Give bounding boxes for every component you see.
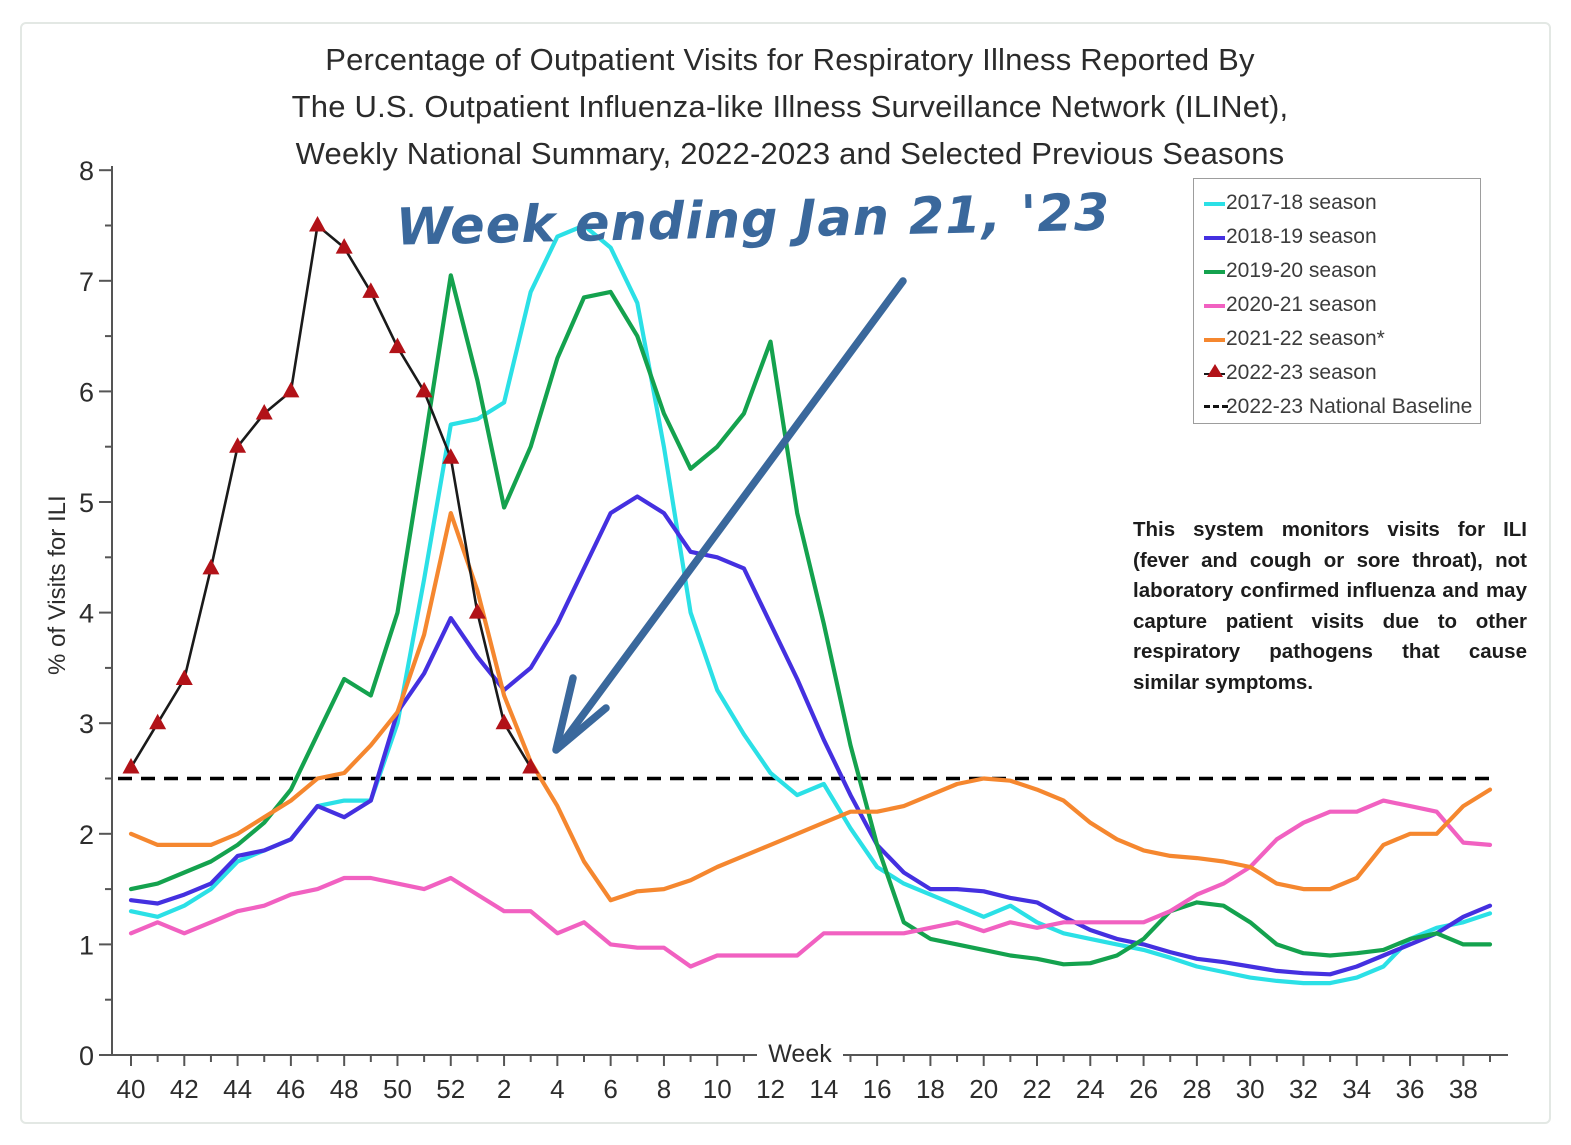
triangle-marker (388, 337, 406, 354)
y-tick-label: 2 (79, 820, 94, 850)
legend-item-2022-23-season: 2022-23 season (1204, 356, 1480, 390)
legend-swatch (1204, 332, 1226, 346)
x-tick-label: 44 (223, 1074, 252, 1104)
triangle-marker (495, 713, 513, 730)
legend-swatch (1204, 400, 1228, 414)
legend-label: 2022-23 National Baseline (1226, 395, 1473, 418)
chart-title-line2: The U.S. Outpatient Influenza-like Illne… (291, 89, 1289, 124)
x-tick-label: 30 (1236, 1074, 1265, 1104)
chart-legend: 2017-18 season 2018-19 season 2019-20 seas… (1193, 178, 1481, 424)
legend-label: 2017-18 season (1226, 191, 1377, 214)
legend-label: 2018-19 season (1226, 225, 1377, 248)
legend-item-2018-19-season: 2018-19 season (1204, 220, 1480, 254)
y-tick-label: 3 (79, 709, 94, 739)
x-tick-label: 42 (170, 1074, 199, 1104)
x-tick-label: 26 (1129, 1074, 1158, 1104)
x-axis-title: Week (757, 1040, 843, 1069)
y-tick-label: 4 (79, 599, 94, 629)
y-axis-title: % of Visits for ILI (44, 495, 71, 675)
legend-swatch (1204, 364, 1226, 380)
legend-item-2021-22-season-: 2021-22 season* (1204, 322, 1480, 356)
triangle-marker (415, 381, 433, 398)
x-tick-label: 20 (969, 1074, 998, 1104)
x-tick-label: 8 (657, 1074, 671, 1104)
chart-title: Percentage of Outpatient Visits for Resp… (145, 36, 1435, 177)
note-text: This system monitors visits for ILI (fev… (1133, 518, 1527, 694)
triangle-marker-icon (1207, 364, 1223, 377)
x-tick-label: 16 (863, 1074, 892, 1104)
legend-label: 2022-23 season (1226, 361, 1377, 384)
legend-swatch (1204, 264, 1226, 278)
x-tick-label: 40 (117, 1074, 146, 1104)
x-tick-label: 18 (916, 1074, 945, 1104)
x-tick-label: 38 (1449, 1074, 1478, 1104)
x-tick-label: 46 (276, 1074, 305, 1104)
legend-swatch (1204, 298, 1226, 312)
triangle-marker (362, 282, 380, 298)
y-tick-label: 6 (79, 377, 94, 407)
x-tick-label: 14 (809, 1074, 838, 1104)
legend-item-2019-20-season: 2019-20 season (1204, 254, 1480, 288)
legend-label: 2021-22 season* (1226, 327, 1385, 350)
y-tick-label: 8 (79, 156, 94, 186)
chart-title-line3: Weekly National Summary, 2022-2023 and S… (295, 136, 1285, 171)
triangle-marker (522, 757, 540, 774)
x-tick-label: 12 (756, 1074, 785, 1104)
x-tick-label: 10 (703, 1074, 732, 1104)
series-line-2020-21-season (128, 798, 1493, 969)
legend-label: 2020-21 season (1226, 293, 1377, 316)
triangle-marker (149, 713, 167, 730)
y-tick-label: 1 (79, 930, 94, 960)
triangle-marker (122, 757, 140, 774)
x-tick-label: 22 (1023, 1074, 1052, 1104)
series-line-2017-18-season (128, 223, 1493, 986)
triangle-marker (255, 404, 273, 420)
legend-swatch (1204, 196, 1226, 210)
y-tick-label: 5 (79, 488, 94, 518)
x-tick-label: 50 (383, 1074, 412, 1104)
chart-title-line1: Percentage of Outpatient Visits for Resp… (325, 42, 1255, 77)
triangle-marker (202, 558, 220, 575)
y-tick-label: 0 (79, 1041, 94, 1071)
x-tick-label: 28 (1182, 1074, 1211, 1104)
x-tick-label: 48 (330, 1074, 359, 1104)
y-tick-label: 7 (79, 267, 94, 297)
x-tick-label: 24 (1076, 1074, 1105, 1104)
triangle-marker (335, 238, 353, 254)
triangle-marker (229, 437, 247, 453)
x-tick-label: 36 (1396, 1074, 1425, 1104)
x-tick-label: 6 (603, 1074, 617, 1104)
triangle-marker (442, 448, 460, 464)
series-line-2021-22-season- (128, 510, 1493, 903)
series-line-2022-23-season (129, 224, 532, 769)
x-tick-label: 2 (497, 1074, 511, 1104)
legend-item-2020-21-season: 2020-21 season (1204, 288, 1480, 322)
triangle-marker (309, 216, 327, 232)
triangle-marker (175, 669, 193, 685)
x-tick-label: 32 (1289, 1074, 1318, 1104)
legend-swatch (1204, 230, 1226, 244)
legend-label: 2019-20 season (1226, 259, 1377, 282)
legend-item-2022-23-national-baseline: 2022-23 National Baseline (1204, 390, 1480, 424)
x-tick-label: 34 (1342, 1074, 1371, 1104)
x-tick-label: 4 (550, 1074, 564, 1104)
triangle-marker (282, 381, 300, 398)
x-tick-label: 52 (436, 1074, 465, 1104)
legend-item-2017-18-season: 2017-18 season (1204, 186, 1480, 220)
triangle-marker (468, 603, 486, 619)
